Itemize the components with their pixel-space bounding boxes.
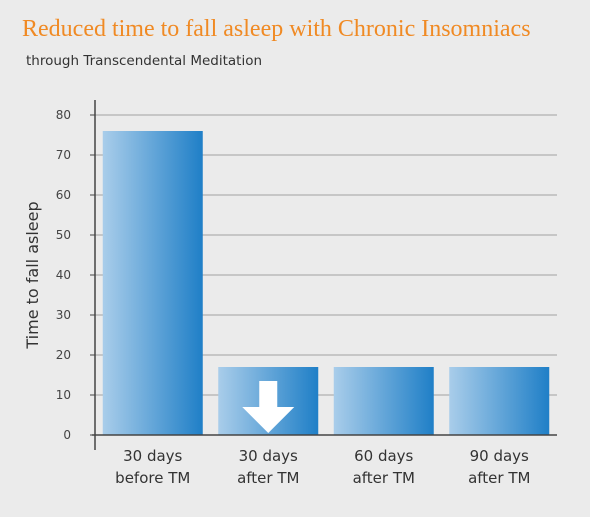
x-tick-label: before TM xyxy=(115,469,190,487)
x-tick-label: 60 days xyxy=(354,447,413,465)
bar xyxy=(449,367,550,435)
axes xyxy=(92,100,557,450)
y-tick-label: 20 xyxy=(56,348,71,362)
x-tick-label: after TM xyxy=(353,469,415,487)
x-tick-label: 30 days xyxy=(239,447,298,465)
bars xyxy=(102,131,550,435)
y-tick-label: 60 xyxy=(56,188,71,202)
x-tick-label: after TM xyxy=(237,469,299,487)
y-tick-label: 10 xyxy=(56,388,71,402)
y-tick-labels: 0 10 20 30 40 50 60 70 80 xyxy=(56,108,71,442)
y-axis-title: Time to fall asleep xyxy=(23,201,42,349)
y-tick-label: 40 xyxy=(56,268,71,282)
bar xyxy=(333,367,434,435)
y-tick-label: 80 xyxy=(56,108,71,122)
x-tick-label: 90 days xyxy=(470,447,529,465)
down-arrow-icon xyxy=(242,381,295,433)
chart-subtitle: through Transcendental Meditation xyxy=(26,53,263,69)
bar xyxy=(102,131,203,435)
x-tick-labels: 30 days before TM 30 days after TM 60 days af… xyxy=(115,447,530,487)
chart-title: Reduced time to fall asleep with Chronic… xyxy=(22,16,531,42)
y-tick-label: 30 xyxy=(56,308,71,322)
x-tick-label: after TM xyxy=(468,469,530,487)
y-tick-label: 70 xyxy=(56,148,71,162)
x-tick-label: 30 days xyxy=(123,447,182,465)
y-tick-label: 0 xyxy=(63,428,71,442)
y-tick-label: 50 xyxy=(56,228,71,242)
